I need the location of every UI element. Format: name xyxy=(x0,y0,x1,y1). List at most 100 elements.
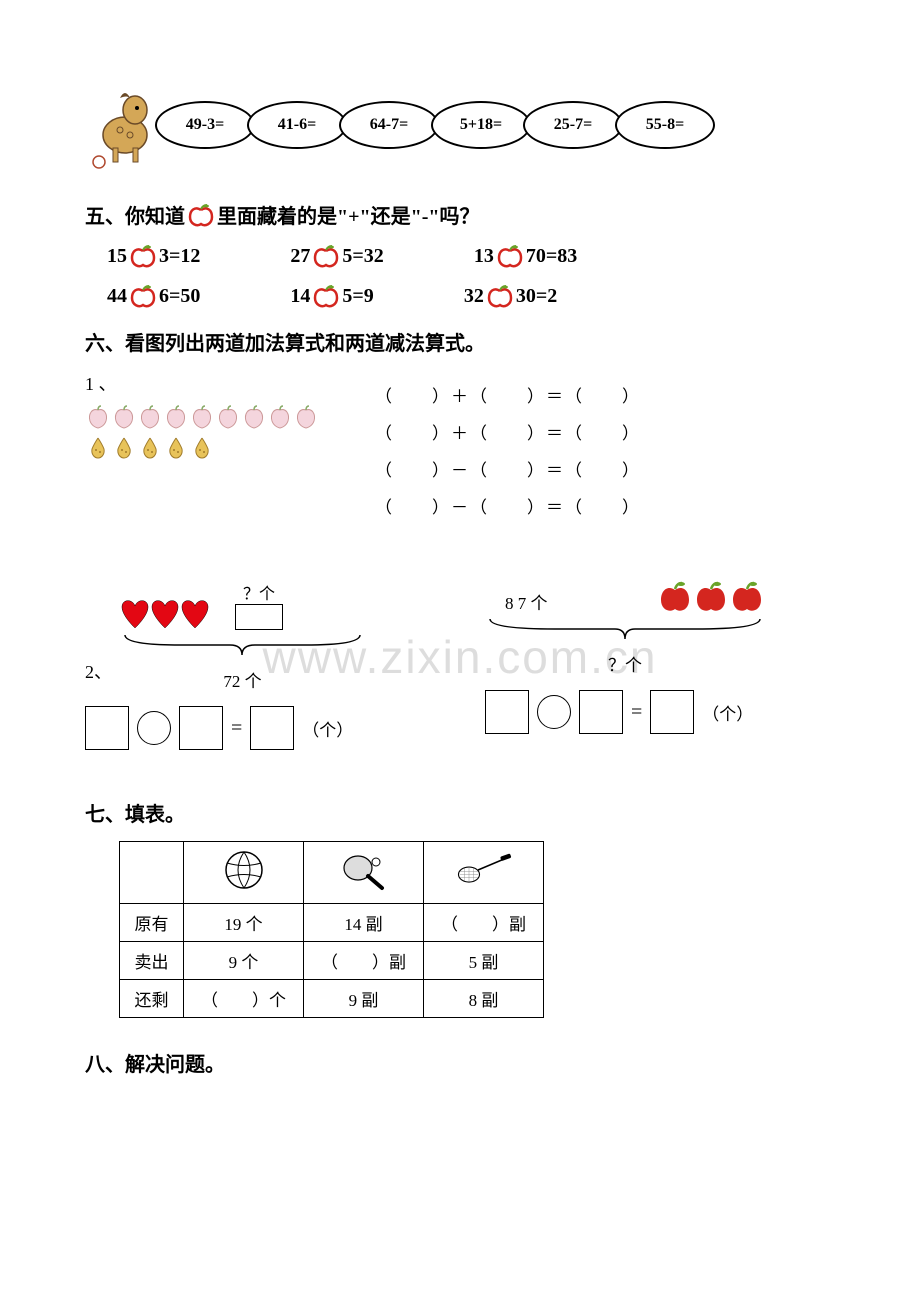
answer-box[interactable] xyxy=(579,690,623,734)
ball-icon xyxy=(184,842,304,904)
apple-icon xyxy=(129,283,157,309)
pear-icon xyxy=(137,434,163,460)
equation-boxes: = （个） xyxy=(85,706,435,750)
operator-circle[interactable] xyxy=(537,695,571,729)
heart-icon xyxy=(180,598,210,630)
eq-right: 70=83 xyxy=(526,245,577,268)
apple-icon xyxy=(486,283,514,309)
q6-1-figure: 1 、 xyxy=(85,370,345,530)
peach-icon xyxy=(111,404,137,430)
heart-icon xyxy=(120,598,150,630)
section-5-title: 五、你知道 里面藏着的是"+"还是"-"吗？ xyxy=(85,200,835,229)
hearts-row xyxy=(120,598,210,630)
paddle-icon xyxy=(304,842,424,904)
eq-left: 27 xyxy=(290,245,310,268)
oval-equation: 64-7= xyxy=(339,101,439,149)
apple-icon xyxy=(496,243,524,269)
peach-icon xyxy=(163,404,189,430)
peach-icon xyxy=(85,404,111,430)
pear-icon xyxy=(189,434,215,460)
q6-2-label: 2、 xyxy=(85,658,112,684)
apple-icon xyxy=(187,202,215,228)
apple-icon xyxy=(312,243,340,269)
peach-icon xyxy=(215,404,241,430)
eq-left: 15 xyxy=(107,245,127,268)
blank-equation: （ ）＋（ ）＝（ ） xyxy=(375,419,835,444)
oval-equation: 25-7= xyxy=(523,101,623,149)
equation-item: 13 70=83 xyxy=(474,243,577,269)
section-8-title: 八、解决问题。 xyxy=(85,1048,835,1077)
table-row-head: 原有 xyxy=(120,904,184,942)
horse-equation-row: 49-3= 41-6= 64-7= 5+18= 25-7= 55-8= xyxy=(85,80,835,170)
apple-icon xyxy=(312,283,340,309)
equation-item: 27 5=32 xyxy=(290,243,383,269)
section-5-title-pre: 五、你知道 xyxy=(85,200,185,229)
page-content: 49-3= 41-6= 64-7= 5+18= 25-7= 55-8= 五、你知… xyxy=(85,80,835,1077)
oval-equation: 49-3= xyxy=(155,101,255,149)
peach-icon xyxy=(189,404,215,430)
operator-circle[interactable] xyxy=(137,711,171,745)
eq-right: 3=12 xyxy=(159,245,200,268)
oval-equation: 5+18= xyxy=(431,101,531,149)
q6-2-right: 8 7 个 ？个 = xyxy=(485,580,835,750)
section-7-title: 七、填表。 xyxy=(85,798,835,827)
q6-1-label: 1 、 xyxy=(85,370,345,396)
unknown-label: ？个 xyxy=(485,651,765,676)
blank-equation: （ ）－（ ）＝（ ） xyxy=(375,456,835,481)
eq-right: 6=50 xyxy=(159,285,200,308)
unknown-label: ？个 xyxy=(235,580,283,604)
eq-left: 13 xyxy=(474,245,494,268)
apple-icon xyxy=(729,580,765,614)
section-7-table: 原有 19 个 14 副 （ ）副 卖出 9 个 （ ）副 5 副 还剩 （ ）… xyxy=(119,841,835,1018)
eq-left: 32 xyxy=(464,285,484,308)
answer-box[interactable] xyxy=(179,706,223,750)
pear-icon xyxy=(85,434,111,460)
table-cell: （ ）副 xyxy=(304,942,424,980)
pear-icon xyxy=(111,434,137,460)
table-row-head: 卖出 xyxy=(120,942,184,980)
racket-icon xyxy=(424,842,544,904)
blank-equation: （ ）＋（ ）＝（ ） xyxy=(375,382,835,407)
apple-icon xyxy=(129,243,157,269)
answer-box[interactable] xyxy=(250,706,294,750)
blank-equation: （ ）－（ ）＝（ ） xyxy=(375,493,835,518)
table-cell: （ ）副 xyxy=(424,904,544,942)
table-cell: 19 个 xyxy=(184,904,304,942)
table-header-empty xyxy=(120,842,184,904)
brace-down-icon xyxy=(120,630,365,660)
answer-box[interactable] xyxy=(485,690,529,734)
total-label: 72 个 xyxy=(120,667,365,692)
unit-label: （个） xyxy=(702,700,753,725)
table-cell: 5 副 xyxy=(424,942,544,980)
equation-boxes: = （个） xyxy=(485,690,835,734)
eq-right: 30=2 xyxy=(516,285,557,308)
question-6-2: 2、 ？个 xyxy=(85,580,835,750)
equals-sign: = xyxy=(631,701,642,724)
section-5-row-2: 44 6=50 14 5=9 32 30=2 xyxy=(107,283,835,309)
table-cell: 9 个 xyxy=(184,942,304,980)
equation-item: 15 3=12 xyxy=(107,243,200,269)
equals-sign: = xyxy=(231,717,242,740)
horse-icon xyxy=(85,80,165,170)
oval-chain: 49-3= 41-6= 64-7= 5+18= 25-7= 55-8= xyxy=(163,101,715,149)
answer-box[interactable] xyxy=(235,604,283,630)
equation-item: 14 5=9 xyxy=(290,283,373,309)
top-label: 8 7 个 xyxy=(505,589,548,614)
answer-box[interactable] xyxy=(650,690,694,734)
peach-row xyxy=(85,404,345,430)
peach-icon xyxy=(267,404,293,430)
eq-right: 5=32 xyxy=(342,245,383,268)
answer-box[interactable] xyxy=(85,706,129,750)
peach-icon xyxy=(293,404,319,430)
table-row-head: 还剩 xyxy=(120,980,184,1018)
question-6-1: 1 、 （ ）＋（ ）＝（ ） （ ）＋ xyxy=(85,370,835,530)
section-6-title: 六、看图列出两道加法算式和两道减法算式。 xyxy=(85,327,835,356)
q6-1-equations: （ ）＋（ ）＝（ ） （ ）＋（ ）＝（ ） （ ）－（ ）＝（ ） （ ）－… xyxy=(375,370,835,530)
table-cell: （ ）个 xyxy=(184,980,304,1018)
oval-equation: 41-6= xyxy=(247,101,347,149)
brace-down-icon xyxy=(485,614,765,644)
q6-2-left: 2、 ？个 xyxy=(85,580,435,750)
equation-item: 32 30=2 xyxy=(464,283,557,309)
oval-equation: 55-8= xyxy=(615,101,715,149)
peach-icon xyxy=(241,404,267,430)
